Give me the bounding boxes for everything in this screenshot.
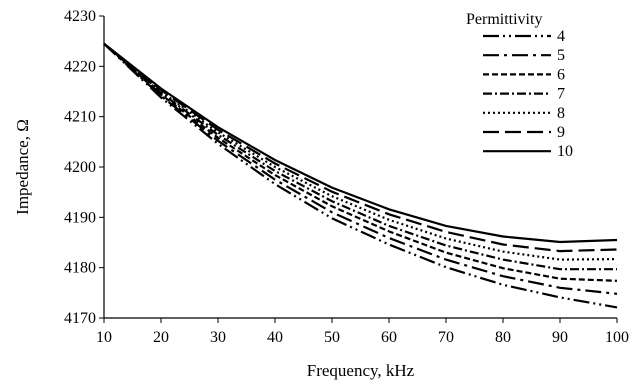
x-tick-label: 90 [552, 329, 568, 346]
legend: 4 5 6 7 8 9 10 [483, 28, 573, 160]
x-tick-label: 50 [324, 329, 340, 346]
y-tick-label: 4210 [64, 109, 96, 126]
legend-label-6: 6 [557, 66, 565, 83]
plot-area [103, 42, 618, 309]
x-tick-label: 80 [495, 329, 511, 346]
x-tick-label: 40 [267, 329, 283, 346]
legend-label-4: 4 [557, 28, 565, 45]
legend-label-10: 10 [557, 143, 573, 160]
legend-title: Permittivity [466, 11, 542, 28]
series-line-8 [103, 42, 618, 261]
series-line-10 [103, 42, 618, 244]
legend-label-8: 8 [557, 105, 565, 122]
series-line-7 [103, 42, 617, 271]
series-line-4 [103, 42, 618, 309]
axes: 4170 4180 4190 4200 4210 4220 4230 10 20 30 40 50 60… [64, 8, 629, 346]
x-tick-label: 10 [96, 329, 112, 346]
x-axis-title: Frequency, kHz [307, 361, 415, 380]
y-axis-title: Impedance, Ω [13, 119, 32, 215]
x-tick-label: 100 [605, 329, 629, 346]
x-tick-label: 20 [153, 329, 169, 346]
y-tick-label: 4170 [64, 310, 96, 327]
y-tick-label: 4230 [64, 8, 96, 25]
y-tick-label: 4190 [64, 209, 96, 226]
x-tick-label: 60 [381, 329, 397, 346]
y-tick-label: 4180 [64, 260, 96, 277]
legend-label-5: 5 [557, 47, 565, 64]
series-line-5 [103, 42, 618, 295]
legend-label-9: 9 [557, 124, 565, 141]
y-tick-label: 4220 [64, 58, 96, 75]
series-line-6 [103, 42, 618, 282]
x-tick-label: 70 [438, 329, 454, 346]
legend-label-7: 7 [557, 86, 565, 103]
x-tick-label: 30 [210, 329, 226, 346]
y-tick-label: 4200 [64, 159, 96, 176]
